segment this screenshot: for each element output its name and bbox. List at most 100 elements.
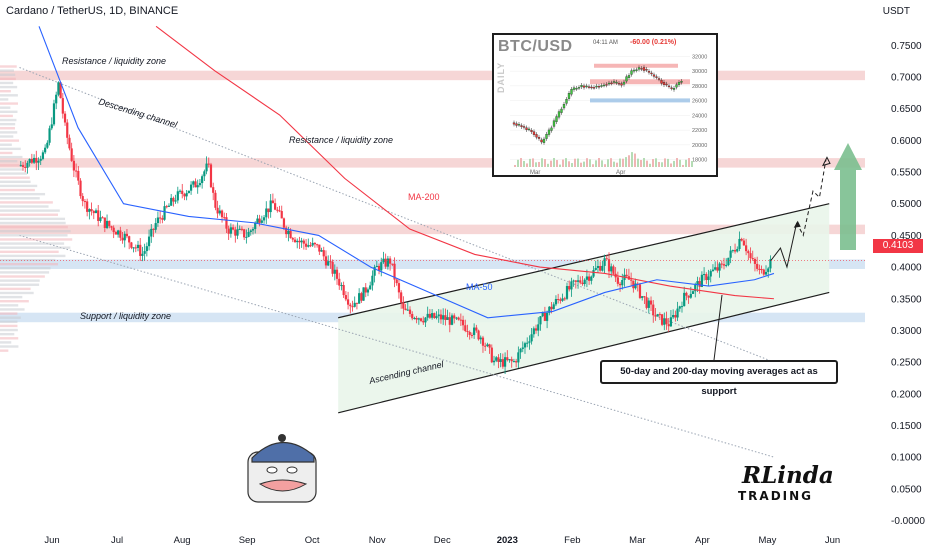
candle-body — [512, 361, 516, 363]
candle-body — [634, 283, 637, 289]
candle-body — [238, 228, 241, 230]
candle-body — [448, 317, 451, 325]
inset-candle-body — [562, 104, 566, 109]
candle-body — [532, 328, 535, 335]
candle-body — [691, 291, 695, 294]
candle-body — [63, 113, 67, 123]
candle-body — [501, 359, 504, 367]
inset-volume-bar — [610, 158, 612, 167]
volume-profile-bar — [0, 155, 23, 159]
candle-body — [229, 227, 232, 234]
candle-body — [218, 210, 221, 214]
candle-body — [749, 253, 752, 259]
candle-body — [304, 243, 308, 247]
inset-candle-body — [567, 93, 571, 99]
candle-body — [55, 94, 58, 104]
volume-profile-bar — [0, 234, 68, 237]
candle-body — [101, 217, 104, 219]
candle-body — [464, 325, 467, 331]
y-tick-label: 0.5500 — [891, 168, 922, 179]
candle-body — [630, 279, 633, 281]
candle-body — [612, 266, 615, 274]
candle-body — [663, 318, 666, 325]
volume-profile-bar — [0, 69, 14, 72]
ascending-channel-top — [338, 203, 830, 319]
mascot-right-eye — [286, 466, 298, 474]
candle-body — [335, 269, 339, 279]
candle-body — [331, 261, 334, 274]
candle-body — [649, 300, 653, 305]
candle-body — [450, 315, 454, 325]
volume-profile-bar — [0, 291, 34, 295]
forecast-arrowhead — [822, 156, 831, 167]
candle-body — [408, 309, 412, 314]
inset-candle-body — [527, 128, 531, 131]
x-tick-label: Oct — [305, 535, 320, 546]
candle-body — [492, 360, 496, 363]
candle-body — [767, 268, 770, 272]
x-tick-label: Jun — [44, 535, 59, 546]
candle-body — [751, 258, 754, 260]
volume-profile-bar — [0, 110, 18, 113]
volume-profile-bar — [0, 73, 16, 76]
candle-body — [550, 306, 553, 310]
y-tick-label: 0.3500 — [891, 294, 922, 305]
inset-volume-bar — [526, 163, 528, 167]
candle-body — [769, 259, 772, 269]
inset-candle-body — [642, 67, 646, 71]
inset-y-tick: 18000 — [692, 158, 707, 164]
inset-y-tick: 32000 — [692, 54, 707, 60]
y-tick-label: 0.6500 — [891, 104, 922, 115]
price-currency: USDT — [882, 6, 910, 17]
candle-body — [477, 330, 480, 340]
inset-title: BTC/USD — [498, 38, 573, 55]
candle-body — [559, 299, 562, 301]
volume-profile-bar — [0, 65, 17, 68]
candle-body — [375, 265, 378, 268]
candle-body — [105, 220, 109, 229]
candle-body — [568, 286, 571, 290]
candle-body — [119, 230, 122, 238]
annotation-resistance-mid: Resistance / liquidity zone — [289, 135, 393, 145]
btc-inset-chart: 32000 30000 28000 26000 24000 22000 20000 18000… — [492, 33, 718, 177]
volume-profile-bar — [0, 254, 66, 258]
volume-profile-bar — [0, 98, 9, 101]
candle-body — [588, 276, 591, 281]
candle-body — [523, 343, 527, 348]
candle-body — [581, 282, 584, 285]
inset-candle-body — [592, 87, 596, 89]
logo-main-text: RLinda — [742, 462, 834, 489]
inset-candle-body — [550, 127, 553, 131]
volume-profile-bar — [0, 242, 65, 245]
volume-profile-bar — [0, 262, 59, 266]
volume-profile-bar — [0, 151, 13, 155]
inset-candle-body — [542, 138, 546, 143]
candle-body — [369, 285, 372, 290]
inset-candle-body — [625, 76, 628, 82]
inset-volume-bar — [658, 161, 660, 167]
candle-body — [638, 284, 642, 298]
candle-body — [519, 348, 522, 353]
volume-profile-bar — [0, 131, 18, 134]
candle-body — [539, 316, 542, 325]
candle-body — [258, 218, 261, 223]
inset-svg: 32000 30000 28000 26000 24000 22000 20000 18000… — [510, 54, 707, 175]
ma50-line — [38, 26, 775, 319]
volume-profile-bar — [0, 122, 16, 126]
inset-candle-body — [657, 78, 661, 80]
inset-time: 04:11 AM — [593, 40, 618, 46]
candle-body — [561, 298, 564, 301]
inset-volume-bar — [592, 164, 594, 167]
inset-candle-body — [577, 87, 581, 89]
inset-candle-body — [622, 81, 626, 85]
inset-volume-bar — [553, 158, 555, 167]
candle-body — [674, 314, 677, 318]
candle-body — [672, 314, 675, 318]
candle-body — [309, 245, 312, 247]
current-zone — [0, 259, 865, 269]
candle-body — [466, 330, 469, 332]
candle-body — [324, 256, 328, 266]
inset-volume-bar — [541, 158, 543, 167]
note-pointer — [713, 294, 723, 361]
candle-body — [302, 240, 305, 244]
